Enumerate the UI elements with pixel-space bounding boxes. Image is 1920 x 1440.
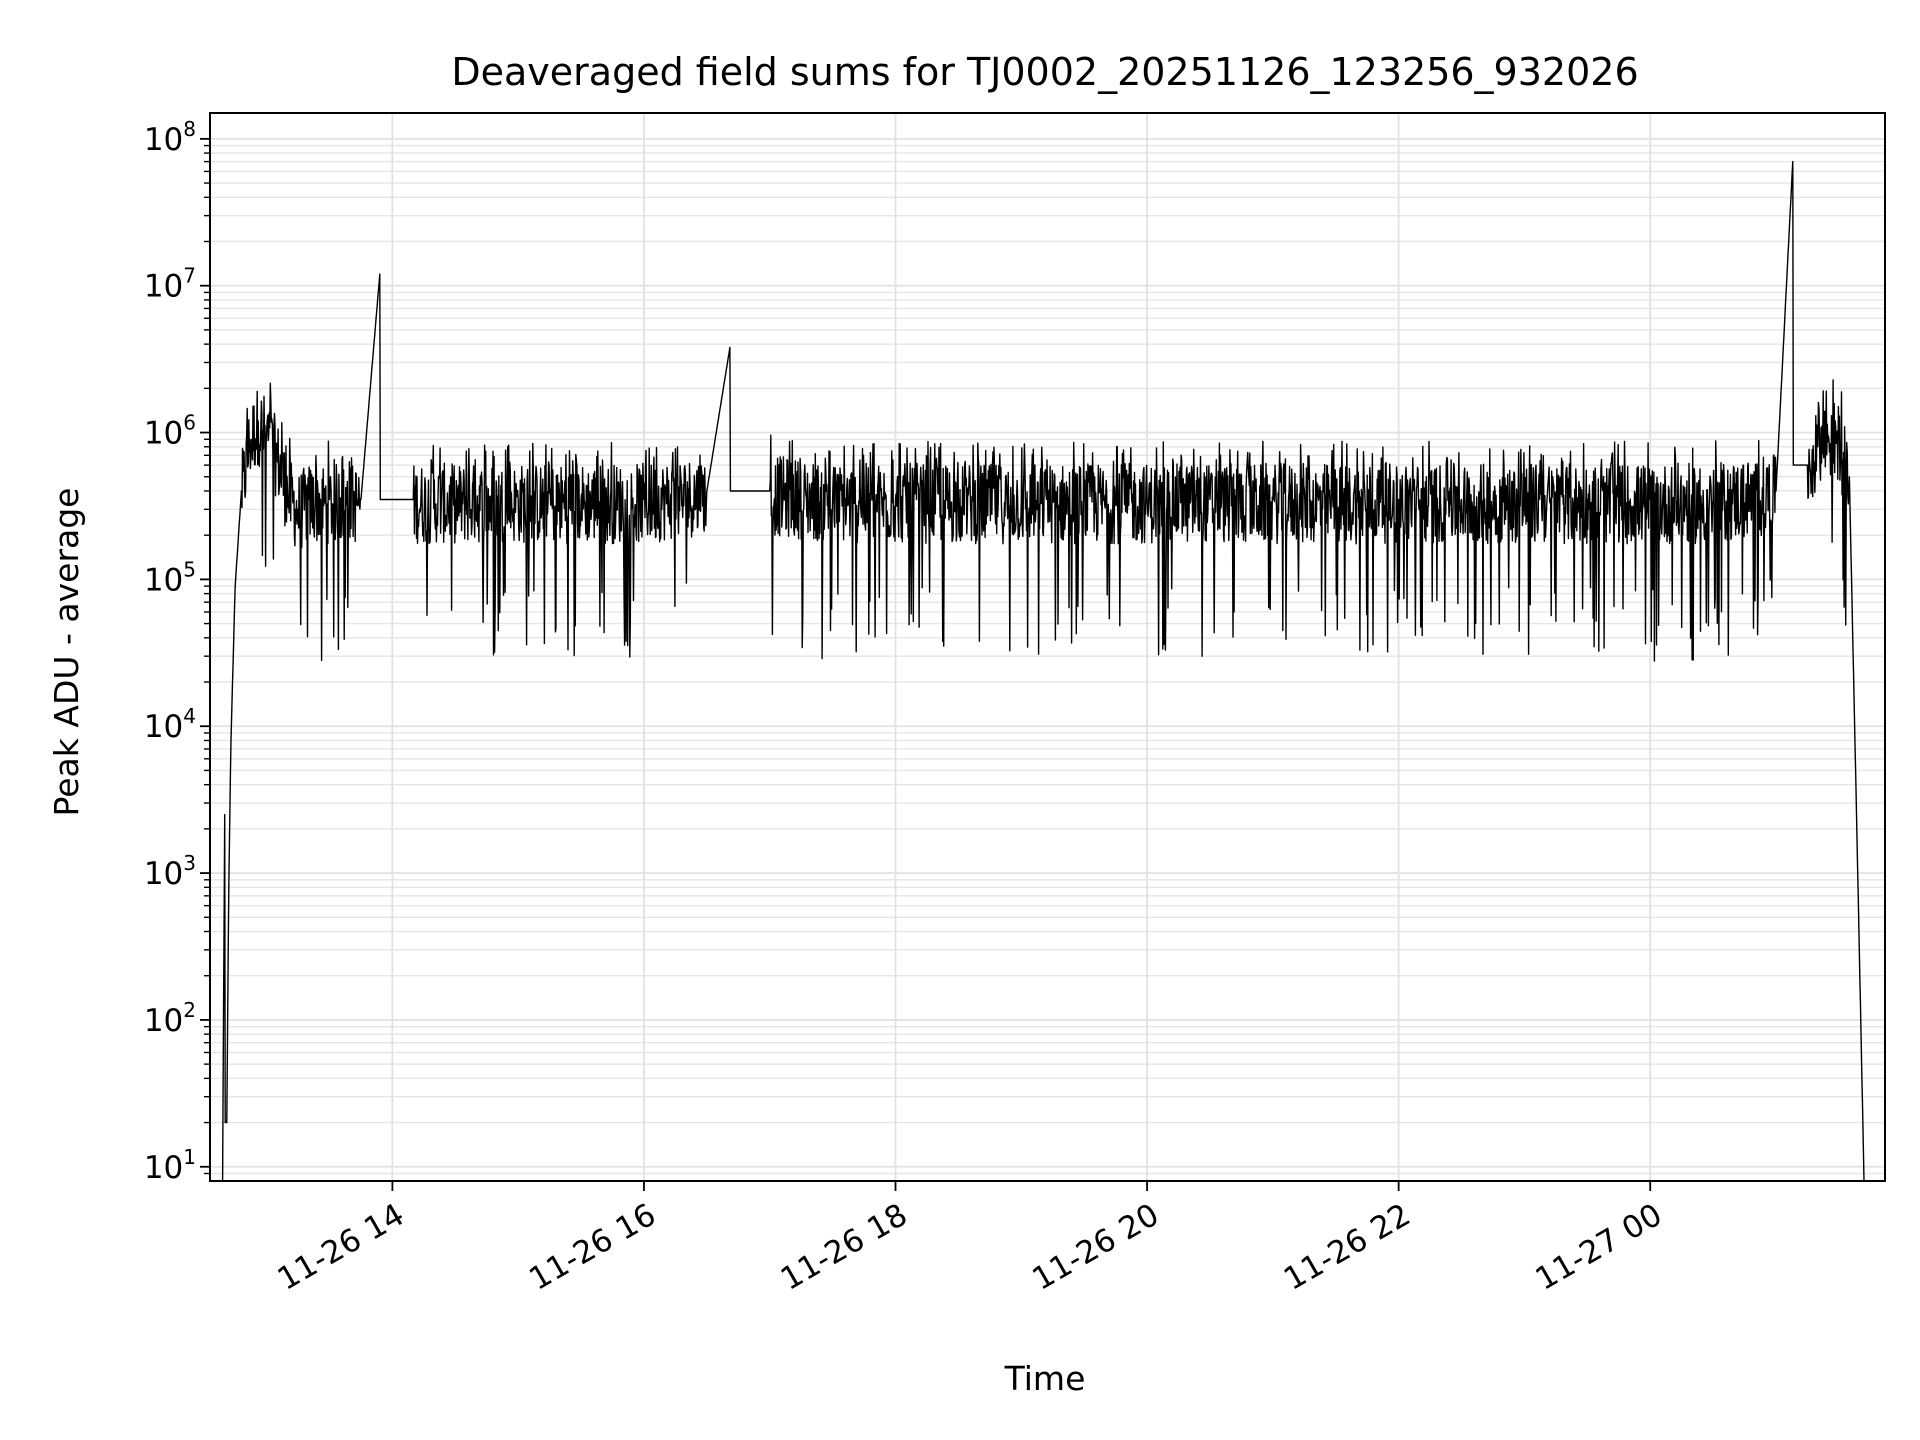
y-tick-label: 103 — [144, 851, 196, 892]
y-tick-label: 105 — [144, 557, 196, 598]
x-axis-label: Time — [1004, 1359, 1086, 1398]
plot-frame — [209, 112, 1886, 1182]
major-gridlines — [210, 113, 1885, 1181]
y-tick-label: 108 — [144, 117, 196, 158]
y-axis: 101 102 103 104 105 106 107 108 — [144, 117, 210, 1186]
y-tick-label: 102 — [144, 998, 196, 1039]
series-line — [221, 160, 1865, 1181]
y-tick-label: 104 — [144, 704, 196, 745]
y-tick-label: 107 — [144, 264, 196, 305]
y-tick-label: 106 — [144, 411, 196, 452]
y-axis-label: Peak ADU - average — [47, 488, 86, 817]
y-tick-label: 101 — [144, 1145, 196, 1186]
chart-title: Deaveraged field sums for TJ0002_2025112… — [451, 50, 1638, 94]
